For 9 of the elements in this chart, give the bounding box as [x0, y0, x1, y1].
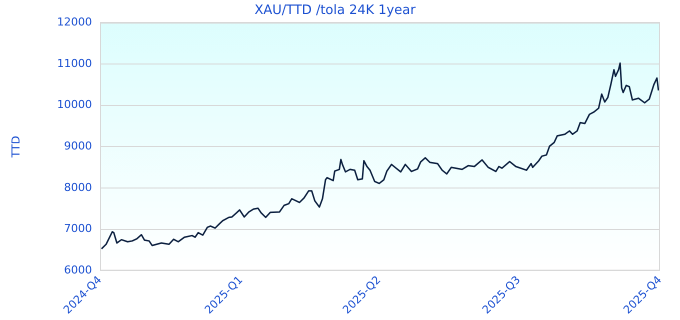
y-tick-label: 8000: [64, 180, 92, 194]
y-tick-label: 7000: [64, 222, 92, 236]
y-tick-label: 9000: [64, 140, 92, 153]
y-axis-title: TTD: [9, 136, 22, 159]
y-tick-label: 12000: [57, 15, 92, 28]
y-tick-label: 6000: [64, 264, 92, 277]
y-tick-label: 11000: [57, 56, 92, 70]
chart-title: XAU/TTD /tola 24K 1year: [254, 3, 416, 18]
y-tick-label: 10000: [57, 98, 92, 112]
